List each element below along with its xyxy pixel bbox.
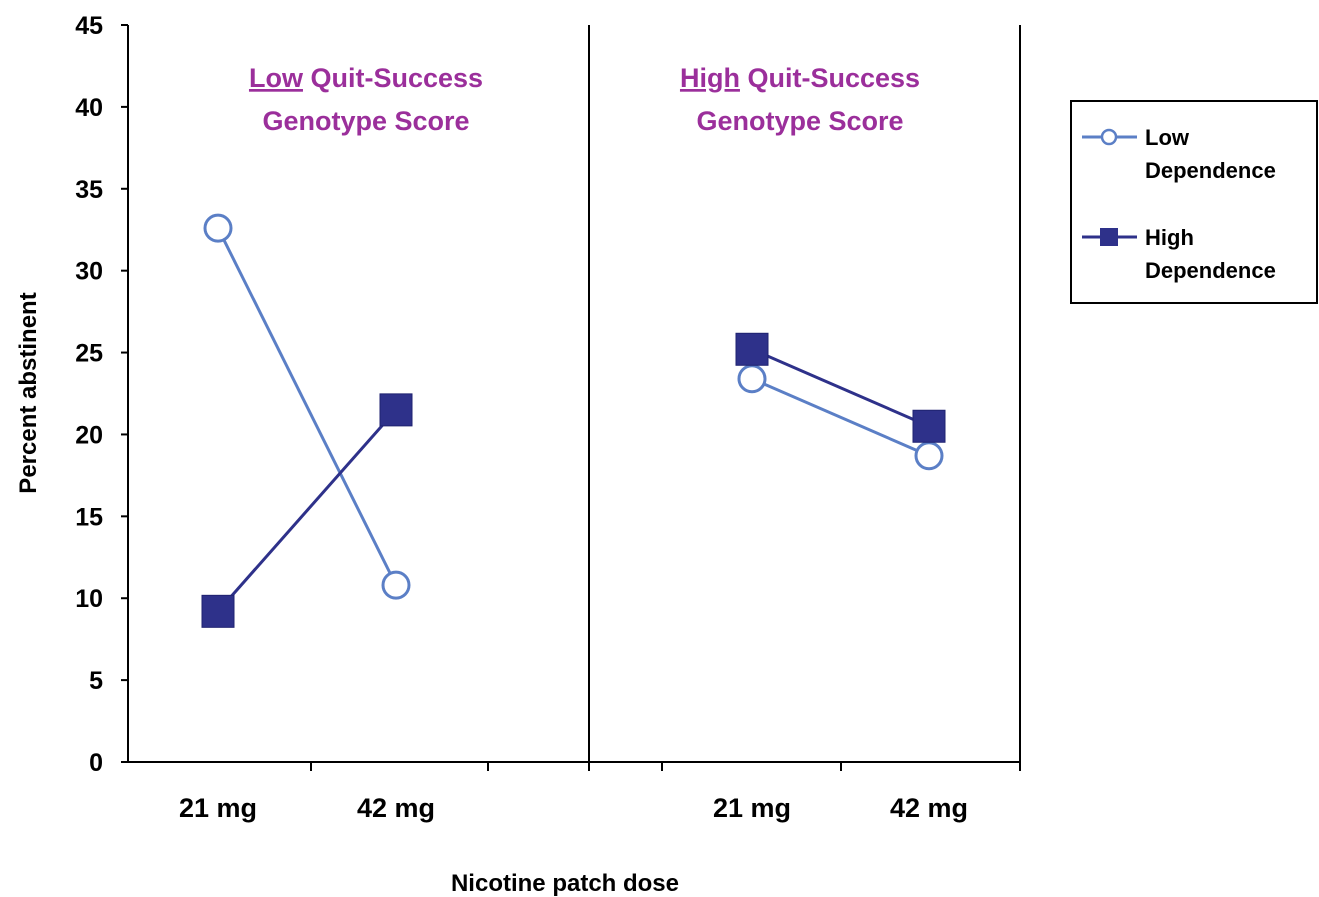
filled-square-marker (1100, 228, 1118, 246)
y-tick-label: 45 (75, 12, 103, 40)
high-dependence-line (751, 347, 930, 428)
y-tick-label: 35 (75, 176, 103, 204)
legend-label-line2: Dependence (1145, 158, 1276, 183)
panel-titles: Low Quit-Success Genotype Score High Quit-… (249, 63, 920, 136)
y-tick-label: 5 (89, 667, 103, 695)
x-ticks: 21 mg 42 mg 21 mg 42 mg (179, 762, 1021, 823)
low-dependence-point (737, 364, 767, 394)
panel-title-line2: Genotype Score (262, 106, 469, 136)
low-dependence-line (216, 227, 398, 586)
low-dependence-point (914, 441, 944, 471)
panel-title-emphasis: Low (249, 63, 304, 93)
high-dependence-point (201, 594, 235, 628)
legend-label-line2: Dependence (1145, 258, 1276, 283)
x-tick-label: 42 mg (890, 793, 968, 823)
legend-label-line1: High (1145, 225, 1194, 250)
x-axis-label: Nicotine patch dose (451, 870, 679, 897)
open-circle-marker (1100, 128, 1118, 146)
x-tick-label: 21 mg (713, 793, 791, 823)
panel-title-line1: Low Quit-Success (249, 63, 483, 93)
axes (127, 25, 1021, 763)
low-dependence-point (381, 570, 411, 600)
y-tick-label: 0 (89, 749, 103, 777)
low-dependence-line (751, 377, 930, 458)
y-tick-label: 40 (75, 94, 103, 122)
panel-title-line1: High Quit-Success (680, 63, 920, 93)
y-tick-label: 25 (75, 340, 103, 368)
x-tick-label: 42 mg (357, 793, 435, 823)
panel-title-emphasis: High (680, 63, 740, 93)
y-tick-label: 30 (75, 258, 103, 286)
high-dependence-point (379, 393, 413, 427)
panel-title-rest: Quit-Success (740, 63, 920, 93)
panel-title-rest: Quit-Success (303, 63, 483, 93)
legend: Low Dependence High Dependence (1070, 100, 1318, 304)
high-dependence-line (216, 408, 398, 613)
y-axis-label: Percent abstinent (15, 292, 42, 493)
y-tick-label: 10 (75, 585, 103, 613)
high-dependence-point (735, 332, 769, 366)
y-tick-label: 20 (75, 421, 103, 449)
series-layer (201, 213, 946, 628)
high-dependence-point (912, 409, 946, 443)
legend-label-line1: Low (1145, 125, 1190, 150)
low-dependence-point (203, 213, 233, 243)
y-tick-label: 15 (75, 503, 103, 531)
x-tick-label: 21 mg (179, 793, 257, 823)
y-ticks: 0 5 10 15 20 25 30 35 40 45 (75, 12, 128, 777)
panel-title-line2: Genotype Score (696, 106, 903, 136)
